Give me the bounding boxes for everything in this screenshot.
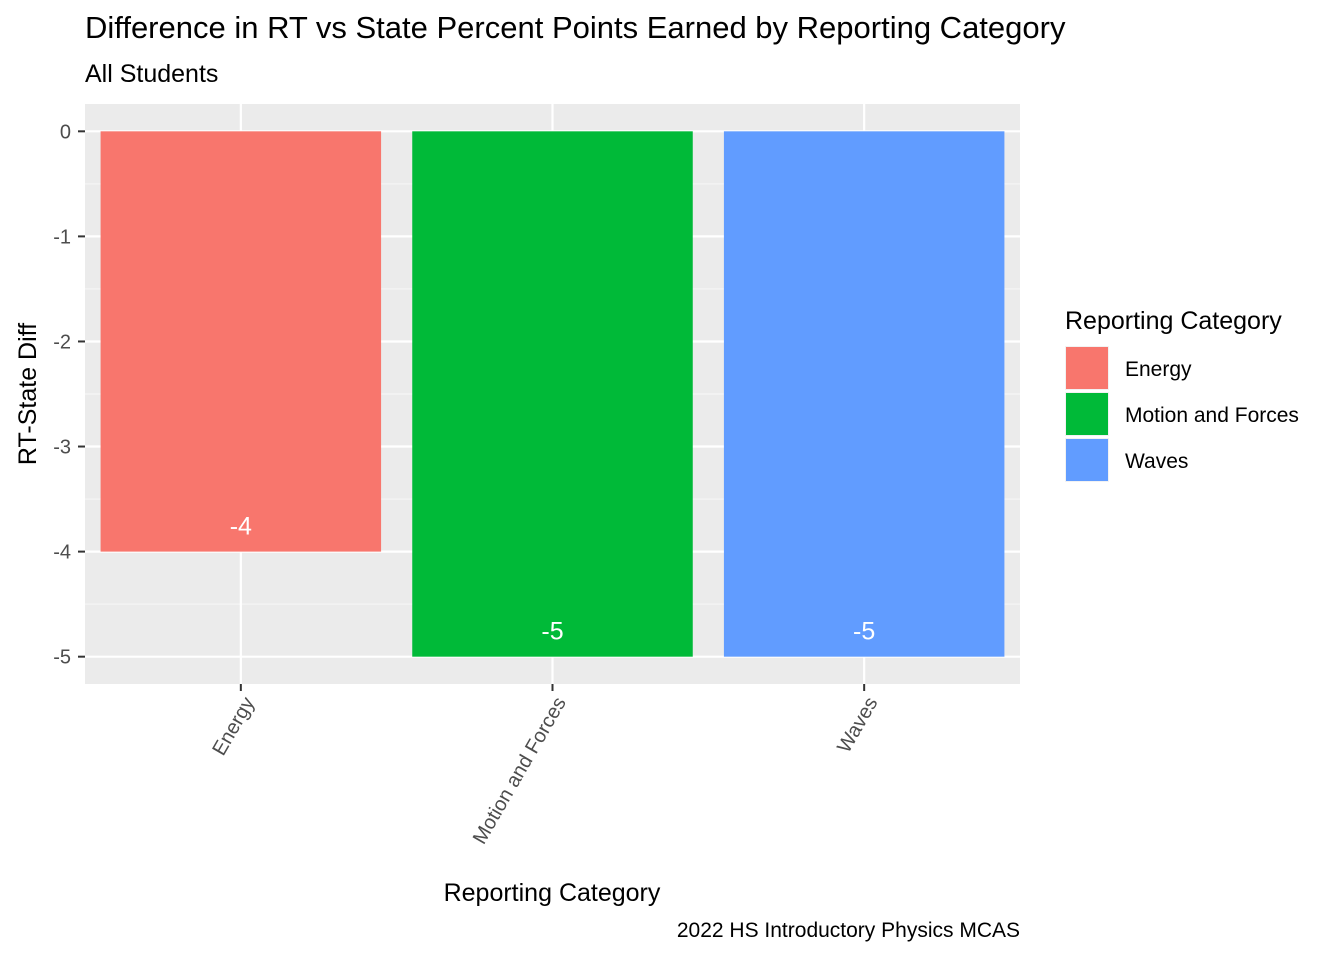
bar-data-label: -5 (541, 617, 563, 645)
bar-data-label: -4 (230, 512, 252, 540)
bar-waves (723, 131, 1005, 657)
legend-entry-label: Waves (1125, 450, 1188, 473)
x-tick-label: Motion and Forces (469, 694, 571, 848)
y-axis: 0 -1 -2 -3 -4 -5 (53, 121, 85, 669)
chart-title: Difference in RT vs State Percent Points… (85, 10, 1066, 45)
chart-subtitle: All Students (85, 60, 219, 88)
x-tick-label: Energy (208, 694, 259, 760)
legend-key-swatch (1066, 347, 1108, 389)
y-tick-label: 0 (60, 121, 71, 143)
x-tick-label: Waves (833, 694, 882, 757)
x-axis: Energy Motion and Forces Waves (208, 684, 882, 848)
legend-entry-label: Energy (1125, 358, 1192, 381)
bar-labels: -4 -5 -5 (230, 512, 876, 645)
bar-motion-and-forces (412, 131, 693, 657)
bars (100, 131, 1005, 657)
chart-caption: 2022 HS Introductory Physics MCAS (676, 919, 1020, 942)
x-axis-label: Reporting Category (444, 879, 661, 907)
legend-key-swatch (1066, 439, 1108, 481)
y-axis-label: RT-State Diff (14, 323, 42, 465)
y-tick-label: -2 (53, 331, 71, 353)
y-tick-label: -4 (53, 542, 71, 564)
y-tick-label: -1 (53, 226, 71, 248)
legend: Reporting Category Energy Motion and Forc… (1065, 307, 1299, 482)
legend-key-swatch (1066, 393, 1108, 435)
y-tick-label: -5 (53, 647, 71, 669)
legend-title: Reporting Category (1065, 307, 1282, 335)
y-tick-label: -3 (53, 437, 71, 459)
bar-energy (100, 131, 382, 552)
bar-data-label: -5 (853, 617, 875, 645)
legend-entry-label: Motion and Forces (1125, 404, 1299, 427)
